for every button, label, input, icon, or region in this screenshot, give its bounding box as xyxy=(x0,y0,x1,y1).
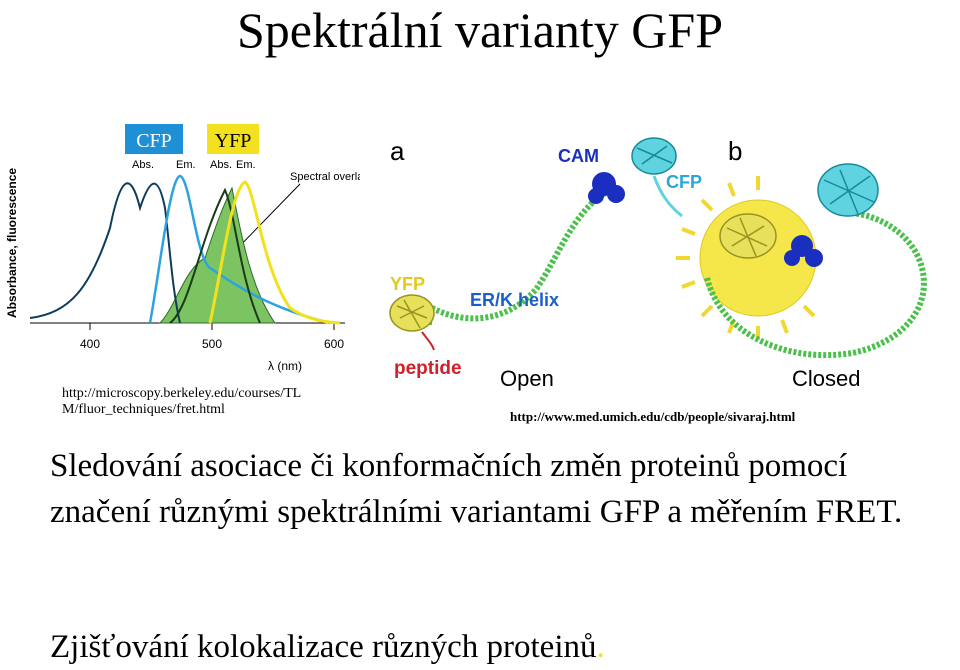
panel-label-b: b xyxy=(728,136,742,166)
slide-title: Spektrální varianty GFP xyxy=(236,2,724,58)
x-axis-label: λ (nm) xyxy=(268,359,302,373)
left-caption-line1: http://microscopy.berkeley.edu/courses/T… xyxy=(62,386,302,401)
peptide-label: peptide xyxy=(394,358,462,379)
open-label: Open xyxy=(500,366,554,391)
paragraph-fret: Sledování asociace či konformačních změn… xyxy=(50,448,903,530)
yfp-abs-curve xyxy=(169,187,261,324)
yfp-protein-closed xyxy=(719,213,777,259)
fret-sensor-figure: a b YFP ER/K helix peptide CAM xyxy=(389,136,927,391)
cfp-label: CFP xyxy=(666,172,702,192)
yfp-em-curve xyxy=(208,180,341,325)
yfp-protein-open xyxy=(389,294,435,332)
cam-protein-open xyxy=(588,172,625,204)
yfp-label: YFP xyxy=(215,130,252,152)
cam-label: CAM xyxy=(558,146,599,166)
peptide-strand xyxy=(421,331,435,351)
yfp-label: YFP xyxy=(390,274,425,294)
erk-helix-closed xyxy=(704,210,927,359)
yfp-abs-label: Abs. xyxy=(210,159,232,171)
closed-label: Closed xyxy=(792,366,860,391)
left-figure-source: http://microscopy.berkeley.edu/courses/T… xyxy=(62,386,362,418)
cfp-abs-label: Abs. xyxy=(132,159,154,171)
cfp-label: CFP xyxy=(136,130,172,152)
erk-helix-open xyxy=(430,188,627,322)
y-axis-label: Absorbance, fluorescence xyxy=(5,168,19,318)
cfp-protein-closed xyxy=(817,163,879,217)
left-caption-line2: M/fluor_techniques/fret.html xyxy=(62,402,225,417)
paragraph-colocalization-period: . xyxy=(596,629,605,665)
cfp-box xyxy=(125,124,183,154)
cfp-em-curve xyxy=(148,174,331,325)
overlap-label: Spectral overlap xyxy=(290,171,360,183)
cfp-em-label: Em. xyxy=(176,159,196,171)
cam-protein-closed xyxy=(784,235,823,267)
yfp-box xyxy=(207,124,259,154)
erk-helix-label: ER/K helix xyxy=(470,290,559,310)
right-figure-source: http://www.med.umich.edu/cdb/people/siva… xyxy=(510,409,796,424)
spectra-figure: CFP YFP Abs. Em. Abs. Em. Spectral overl… xyxy=(5,124,360,373)
paragraph-colocalization-text: Zjišťování kolokalizace různých proteinů xyxy=(50,629,597,665)
panel-label-a: a xyxy=(390,136,405,166)
x-tick-500: 500 xyxy=(202,337,222,351)
yfp-em-label: Em. xyxy=(236,159,256,171)
cfp-abs-curve xyxy=(29,182,181,324)
paragraph-colocalization: Zjišťování kolokalizace různých proteinů… xyxy=(50,624,950,670)
x-tick-400: 400 xyxy=(80,337,100,351)
cfp-protein-open xyxy=(631,137,677,175)
x-tick-600: 600 xyxy=(324,337,344,351)
